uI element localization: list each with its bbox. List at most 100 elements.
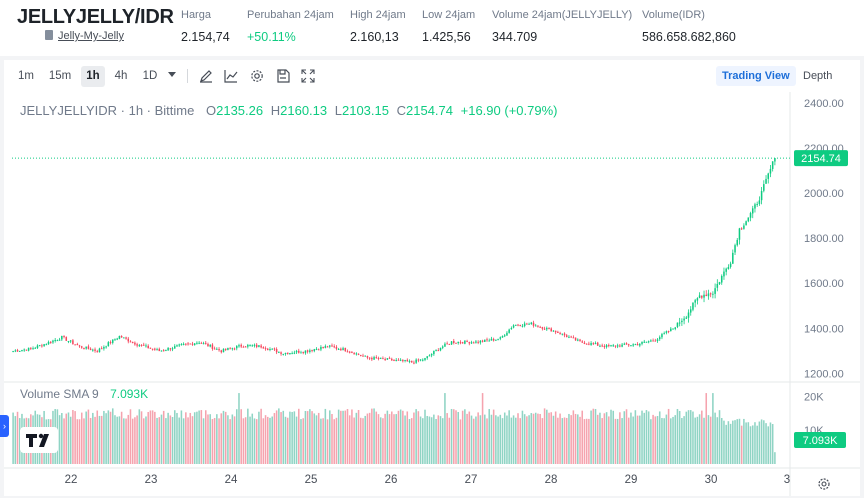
volume-bar [707, 415, 710, 464]
volume-bar [488, 409, 490, 464]
fullscreen-icon[interactable] [301, 69, 315, 83]
volume-bar [80, 412, 83, 464]
trading-view-button[interactable]: Trading View [716, 66, 796, 86]
volume-bar [565, 417, 568, 464]
volume-sma-tag [794, 432, 846, 449]
volume-bar [151, 410, 154, 464]
price-chart[interactable]: 1200.001400.001600.001800.002000.002200.… [4, 92, 860, 496]
volume-bar [315, 415, 318, 464]
chart-settings-icon[interactable] [818, 478, 830, 490]
volume-bar [309, 409, 311, 464]
volume-bar [266, 416, 269, 464]
volume-bar [76, 419, 79, 464]
candle-body [368, 357, 371, 359]
candle-body [14, 350, 17, 352]
volume-bar [758, 421, 761, 464]
volume-bar [74, 411, 76, 464]
candle-body [202, 343, 205, 345]
volume-bar [211, 419, 214, 464]
volume-bar [636, 415, 639, 464]
candle-body [379, 357, 382, 359]
volume-bar [149, 410, 152, 464]
timeframe-1d[interactable]: 1D [142, 70, 158, 82]
candle-body [656, 339, 659, 342]
candle-body [430, 353, 433, 356]
candle-body [129, 341, 132, 343]
volume-bar [136, 415, 138, 464]
volume-bar [140, 411, 143, 464]
save-icon[interactable] [276, 69, 290, 83]
candle-body [475, 341, 477, 343]
volume-bar [125, 418, 127, 464]
candle-body [621, 344, 623, 347]
volume-bar [570, 415, 572, 464]
candle-body [672, 328, 674, 330]
candle-body [603, 346, 606, 348]
volume-bar [258, 411, 260, 464]
volume-legend-value: 7.093K [110, 387, 149, 401]
volume-bar [468, 411, 471, 464]
candle-body [360, 354, 362, 356]
candle-body [599, 345, 601, 347]
volume-bar [207, 414, 209, 464]
volume-bar [703, 417, 705, 464]
volume-bar [189, 412, 192, 464]
volume-bar [670, 418, 672, 464]
indicators-icon[interactable] [224, 69, 238, 83]
volume-bar [594, 408, 597, 464]
candle-body [233, 348, 236, 350]
volume-bar [406, 411, 409, 464]
volume-bar [639, 415, 641, 464]
candle-body [749, 213, 752, 218]
timeframe-15m[interactable]: 15m [48, 70, 72, 82]
stat-label: Volume(IDR) [642, 9, 705, 21]
candle-body [258, 345, 260, 347]
timeframe-1m[interactable]: 1m [18, 70, 34, 82]
candle-body [362, 355, 364, 357]
volume-bar [63, 418, 65, 464]
timeframe-1h[interactable]: 1h [81, 66, 105, 87]
timeframe-dropdown-icon[interactable] [167, 71, 177, 79]
candle-body [610, 345, 612, 347]
volume-bar [563, 417, 566, 464]
volume-bar [552, 415, 555, 464]
volume-bar [519, 418, 522, 464]
volume-bar [154, 411, 156, 464]
candle-body [503, 335, 506, 337]
candle-body [229, 348, 231, 350]
candle-body [446, 343, 448, 345]
candle-body [561, 333, 564, 335]
volume-bar [337, 409, 340, 464]
volume-bar [373, 408, 375, 464]
candle-body [732, 252, 734, 264]
settings-icon[interactable] [250, 69, 264, 83]
project-link[interactable]: Jelly-My-Jelly [58, 30, 124, 42]
tradingview-logo-icon[interactable] [20, 427, 58, 453]
depth-button[interactable]: Depth [803, 70, 833, 82]
timeframe-4h[interactable]: 4h [114, 70, 128, 82]
volume-bar [335, 417, 338, 464]
side-panel-toggle[interactable]: › [0, 415, 9, 437]
volume-bar [300, 419, 302, 464]
volume-bar [685, 411, 688, 464]
legend-c-label: C [396, 103, 406, 118]
candle-body [293, 352, 296, 354]
candle-body [488, 340, 490, 342]
candle-body [448, 343, 451, 345]
candle-body [428, 355, 431, 357]
candle-body [539, 326, 541, 328]
volume-bar [213, 418, 216, 464]
candle-body [83, 348, 85, 350]
candle-body [309, 350, 311, 352]
draw-icon[interactable] [199, 69, 213, 83]
volume-bar [641, 410, 643, 464]
stat-volume-coin: Volume 24jam(JELLYJELLY) 344.709 [492, 9, 632, 44]
candle-body [765, 178, 767, 184]
candle-body [377, 358, 380, 360]
volume-bar [162, 410, 165, 464]
volume-bar [572, 410, 575, 464]
candle-body [543, 328, 546, 330]
candle-body [537, 325, 539, 327]
volume-bar [709, 416, 712, 464]
candle-body [21, 349, 23, 352]
